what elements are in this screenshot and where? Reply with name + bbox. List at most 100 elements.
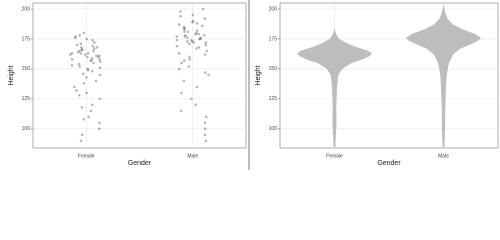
point bbox=[90, 56, 94, 60]
point bbox=[79, 139, 83, 143]
point bbox=[85, 55, 89, 59]
point bbox=[194, 103, 198, 107]
point bbox=[68, 53, 72, 56]
point bbox=[199, 37, 202, 41]
point bbox=[89, 59, 92, 62]
point bbox=[195, 47, 198, 50]
point bbox=[92, 49, 95, 53]
point bbox=[92, 61, 95, 65]
point bbox=[197, 46, 201, 49]
point bbox=[70, 64, 74, 67]
point bbox=[90, 103, 94, 107]
point bbox=[93, 47, 96, 50]
point bbox=[175, 38, 179, 42]
y-tick-label: 175 bbox=[22, 36, 31, 42]
violin-half bbox=[334, 29, 372, 148]
point bbox=[204, 139, 208, 143]
point bbox=[205, 49, 209, 53]
point bbox=[85, 91, 88, 95]
point bbox=[199, 36, 203, 40]
point bbox=[203, 133, 207, 137]
point bbox=[187, 65, 191, 68]
point bbox=[195, 31, 198, 35]
point bbox=[192, 41, 196, 44]
point bbox=[183, 35, 187, 38]
point bbox=[77, 62, 81, 66]
point bbox=[78, 34, 82, 37]
point bbox=[195, 85, 199, 89]
point bbox=[82, 31, 86, 35]
point bbox=[203, 121, 207, 125]
point bbox=[87, 115, 91, 119]
point bbox=[203, 53, 207, 56]
point bbox=[80, 48, 84, 52]
point bbox=[98, 60, 102, 64]
point bbox=[203, 34, 206, 37]
point bbox=[191, 20, 194, 24]
point bbox=[175, 35, 179, 38]
chart: 100 125 150 175 200 Female Male Gender Height 100… bbox=[8, 0, 499, 170]
point bbox=[91, 44, 95, 48]
point bbox=[98, 54, 101, 58]
point bbox=[93, 41, 96, 44]
point bbox=[79, 52, 83, 55]
point bbox=[90, 70, 94, 73]
point bbox=[86, 67, 89, 71]
point bbox=[86, 52, 90, 55]
point bbox=[82, 81, 86, 85]
panel bbox=[32, 2, 247, 149]
x-axis-title: Gender bbox=[128, 160, 152, 167]
y-tick-label: 150 bbox=[22, 66, 31, 72]
point bbox=[195, 22, 199, 25]
point bbox=[187, 42, 191, 46]
point bbox=[183, 30, 186, 34]
point bbox=[179, 14, 182, 18]
point bbox=[80, 48, 84, 52]
point bbox=[190, 97, 193, 101]
y-tick-label: 100 bbox=[22, 126, 31, 132]
point bbox=[86, 68, 90, 72]
point bbox=[203, 17, 207, 20]
point bbox=[207, 73, 210, 77]
point bbox=[78, 65, 81, 68]
point bbox=[78, 93, 81, 97]
point bbox=[70, 52, 74, 55]
violin-half bbox=[297, 29, 335, 148]
point bbox=[204, 41, 208, 44]
point bbox=[70, 58, 74, 61]
point bbox=[82, 117, 86, 121]
point bbox=[81, 72, 85, 76]
point bbox=[85, 37, 89, 41]
point bbox=[90, 59, 93, 62]
point bbox=[98, 66, 102, 70]
point bbox=[179, 10, 182, 13]
point bbox=[177, 67, 181, 71]
point bbox=[182, 25, 186, 29]
point bbox=[182, 59, 186, 62]
point bbox=[191, 40, 194, 43]
page: {"chart_data": [ {"type": "scatter", "xl… bbox=[7, 0, 499, 170]
point bbox=[76, 50, 80, 54]
point bbox=[204, 43, 208, 47]
y-tick-label: 200 bbox=[269, 6, 278, 12]
y-tick-label: 200 bbox=[22, 6, 31, 12]
y-tick-label: 125 bbox=[22, 96, 31, 102]
point bbox=[180, 61, 183, 65]
point bbox=[200, 24, 204, 28]
x-tick-label: Male bbox=[438, 153, 449, 159]
point bbox=[98, 58, 101, 61]
point bbox=[184, 34, 187, 37]
point bbox=[186, 30, 190, 34]
point bbox=[175, 44, 179, 48]
point bbox=[188, 55, 191, 59]
point bbox=[204, 71, 207, 74]
point bbox=[180, 91, 183, 95]
point bbox=[91, 38, 94, 42]
y-tick-label: 125 bbox=[269, 96, 278, 102]
point bbox=[97, 127, 101, 131]
point bbox=[79, 42, 83, 46]
point bbox=[95, 46, 99, 49]
point bbox=[73, 36, 77, 40]
violin-half bbox=[443, 5, 481, 148]
y-tick-label: 150 bbox=[269, 66, 278, 72]
